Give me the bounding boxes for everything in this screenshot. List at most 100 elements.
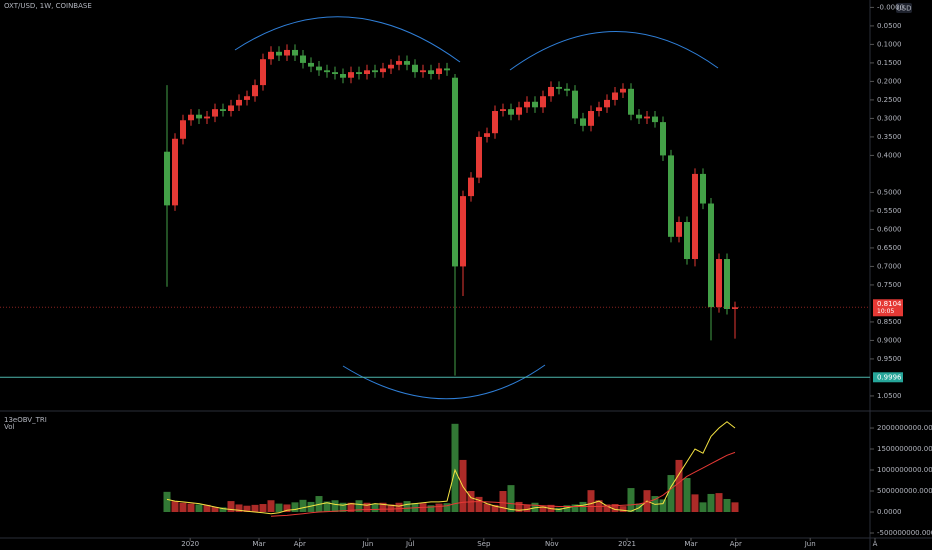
volume-bar: [435, 503, 443, 513]
y-tick-label: 0.4000: [877, 151, 902, 159]
pane-legend: 13eOBV_TRI: [4, 416, 47, 424]
x-tick-label: 2020: [181, 540, 199, 548]
x-tick-label: Mar: [252, 540, 265, 548]
x-tick-label: 2021: [618, 540, 636, 548]
volume-bar: [267, 500, 275, 513]
candle-body: [228, 105, 234, 112]
candle-body: [692, 173, 698, 260]
volume-bar: [667, 475, 675, 513]
candle-body: [380, 68, 386, 73]
volume-bar: [243, 505, 251, 513]
volume-bar: [331, 500, 339, 513]
volume-bar: [203, 504, 211, 513]
volume-bar: [619, 506, 627, 513]
candle-body: [356, 72, 362, 75]
x-tick-label: Jun: [804, 540, 816, 548]
volume-bar: [187, 503, 195, 513]
candle-body: [348, 72, 354, 78]
candle-body: [516, 107, 522, 115]
candle-body: [428, 70, 434, 75]
candle-body: [268, 51, 274, 60]
last-price-label: 0.8104: [877, 300, 902, 308]
candle-body: [604, 99, 610, 108]
volume-bar: [723, 498, 731, 513]
candle-body: [548, 86, 554, 97]
y-tick-label: 0.1500: [877, 59, 902, 67]
volume-bar: [403, 501, 411, 513]
y-tick-label: 0.7000: [877, 262, 902, 270]
y-tick-label: 0.8500: [877, 318, 902, 326]
candle-body: [292, 49, 298, 56]
candle-body: [260, 59, 266, 86]
arc-drawing: [234, 16, 461, 63]
candle-body: [524, 101, 530, 108]
candle-body: [676, 222, 682, 237]
volume-bar: [683, 477, 691, 513]
candle-body: [644, 116, 650, 119]
volume-bar: [427, 505, 435, 513]
candle-body: [652, 116, 658, 123]
volume-bar: [675, 459, 683, 513]
candle-body: [684, 222, 690, 260]
volume-bar: [443, 503, 451, 513]
candle-body: [404, 61, 410, 65]
candle-body: [244, 96, 250, 100]
volume-bar: [571, 504, 579, 513]
volume-bar: [355, 500, 363, 513]
volume-bar: [251, 504, 259, 513]
volume-bar: [603, 504, 611, 513]
candle-body: [716, 259, 722, 308]
candle-body: [724, 259, 730, 309]
volume-bar: [291, 502, 299, 513]
candle-body: [196, 114, 202, 119]
y-tick-label: 0.0000: [877, 508, 902, 516]
candle-body: [612, 92, 618, 100]
candle-body: [324, 70, 330, 73]
volume-bar: [171, 501, 179, 513]
volume-bar: [539, 506, 547, 513]
candle-body: [212, 109, 218, 117]
candle-body: [444, 68, 450, 71]
volume-bar: [499, 491, 507, 513]
y-tick-label: 0.0500: [877, 22, 902, 30]
candle-body: [164, 151, 170, 206]
candle-body: [388, 64, 394, 69]
x-tick-label: Jul: [405, 540, 415, 548]
y-tick-label: 2000000000.0000: [877, 424, 932, 432]
last-price-tag: [873, 299, 903, 317]
price-line-label: 0.9996: [877, 373, 902, 381]
candle-body: [700, 173, 706, 204]
x-tick-label: Nov: [545, 540, 559, 548]
candle-body: [636, 114, 642, 119]
volume-bar: [611, 504, 619, 513]
candle-body: [668, 155, 674, 237]
candle-body: [508, 109, 514, 115]
candle-body: [276, 51, 282, 56]
volume-bar: [379, 502, 387, 513]
y-tick-label: 1000000000.0000: [877, 466, 932, 474]
y-tick-label: 0.3500: [877, 133, 902, 141]
volume-bar: [507, 485, 515, 513]
x-tick-label: A: [873, 540, 878, 548]
arc-drawing: [342, 364, 546, 400]
volume-bar: [523, 504, 531, 513]
candle-body: [252, 85, 258, 97]
y-tick-label: 0.9500: [877, 355, 902, 363]
candle-body: [172, 138, 178, 206]
volume-bar: [195, 504, 203, 513]
volume-bar: [587, 490, 595, 513]
pane-legend: Vol: [4, 423, 15, 431]
volume-bar: [235, 504, 243, 513]
candle-body: [468, 177, 474, 197]
y-tick-label: 0.5500: [877, 207, 902, 215]
candle-body: [364, 70, 370, 75]
candle-body: [588, 111, 594, 126]
y-tick-label: 0.5000: [877, 188, 902, 196]
candle-body: [180, 120, 186, 139]
volume-bar: [339, 502, 347, 513]
y-tick-label: 0.1000: [877, 40, 902, 48]
y-tick-label: 0.9000: [877, 336, 902, 344]
volume-bar: [491, 504, 499, 513]
